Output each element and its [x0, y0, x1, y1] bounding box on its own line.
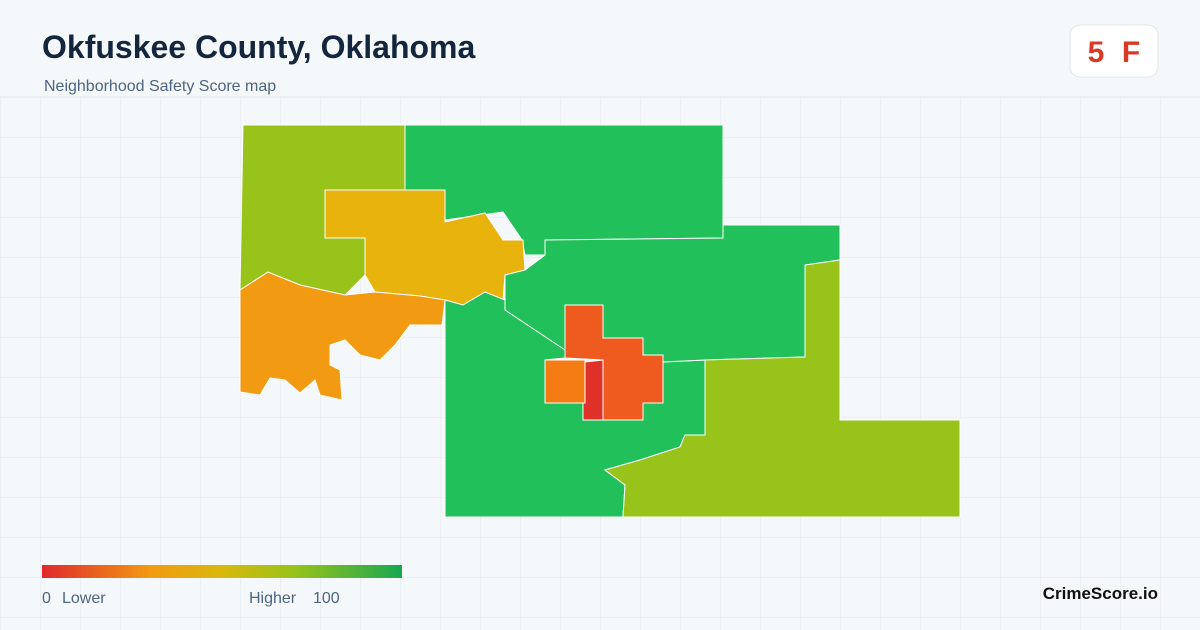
legend-min: 0: [42, 590, 51, 607]
score-badge: [1069, 24, 1159, 78]
title: Okfuskee County, Oklahoma: [42, 29, 476, 65]
legend-max-label: Higher: [249, 590, 297, 607]
region: [603, 259, 961, 518]
region: [544, 359, 586, 404]
legend-max: 100: [313, 590, 340, 607]
legend-gradient: [42, 565, 402, 578]
region: [239, 271, 446, 401]
region: [504, 224, 841, 363]
subtitle: Neighborhood Safety Score map: [44, 78, 276, 95]
map: [239, 124, 961, 518]
legend-min-label: Lower: [62, 590, 106, 607]
region: [582, 359, 604, 421]
badge-grade: F: [1122, 36, 1140, 69]
brand: CrimeScore.io: [1043, 584, 1158, 603]
badge-score: 5: [1088, 36, 1105, 69]
